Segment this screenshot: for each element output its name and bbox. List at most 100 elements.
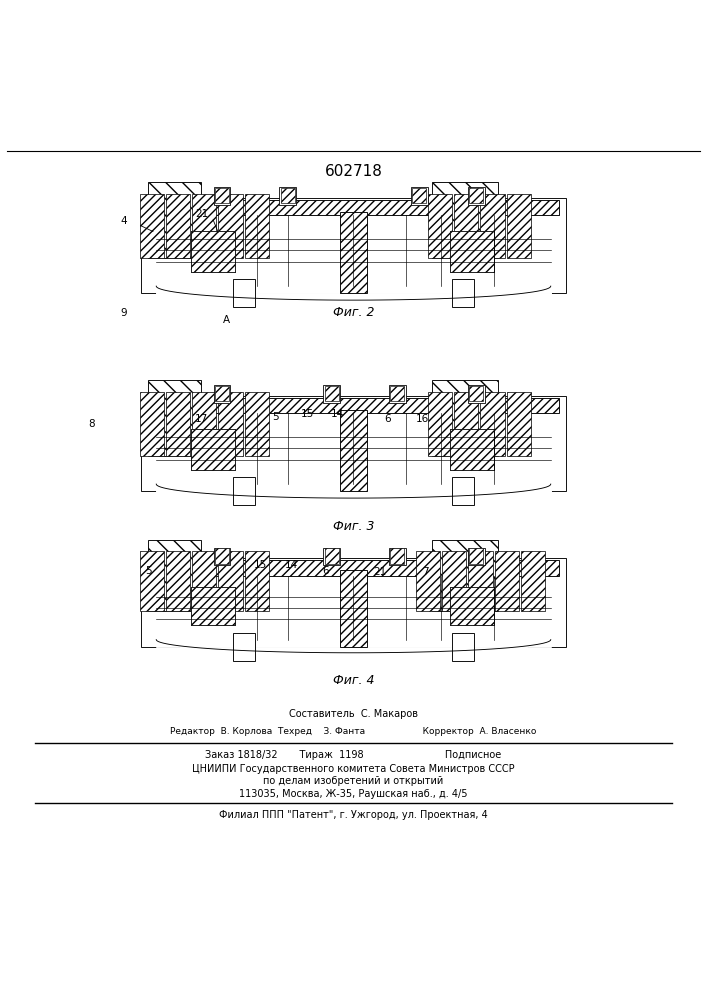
Bar [442,551,467,611]
Bar [452,279,474,307]
Bar [215,386,229,401]
Bar [390,548,404,564]
Bar [233,477,255,505]
Bar [148,182,201,258]
Bar [450,429,493,470]
Bar [452,633,474,661]
Bar [323,548,340,565]
Bar [433,540,498,611]
Text: Филиал ППП "Патент", г. Ужгород, ул. Проектная, 4: Филиал ППП "Патент", г. Ужгород, ул. Про… [219,810,488,820]
Bar [148,560,559,576]
Bar [233,279,255,307]
Bar [389,548,406,565]
Bar [218,392,243,456]
Text: 14: 14 [331,409,344,419]
Bar [469,386,484,401]
Bar [468,385,485,403]
Bar [218,194,243,258]
Bar [140,194,164,258]
Bar [433,182,498,258]
Bar [233,633,255,661]
Bar [214,187,230,205]
Bar [214,385,230,403]
Bar [140,392,164,456]
Bar [192,551,216,611]
Bar [323,385,340,403]
Text: Фиг. 4: Фиг. 4 [333,674,374,687]
Bar [469,548,484,564]
Text: Составитель  С. Макаров: Составитель С. Макаров [289,709,418,719]
Text: Редактор  В. Корлова  Техред    З. Фанта                    Корректор  А. Власен: Редактор В. Корлова Техред З. Фанта Корр… [170,727,537,736]
Bar [215,548,229,564]
Bar [452,477,474,505]
Bar [340,212,367,293]
Bar [192,194,216,258]
Bar [450,231,493,272]
Bar [192,429,235,470]
Bar [141,198,566,293]
Bar [214,548,230,565]
Bar [166,551,190,611]
Text: по делам изобретений и открытий: по делам изобретений и открытий [264,776,443,786]
Bar [192,231,235,272]
Text: 8: 8 [88,419,95,429]
Bar [192,392,216,456]
Bar [428,392,452,456]
Bar [450,429,493,470]
Bar [412,188,426,203]
Text: 9: 9 [120,308,127,318]
Bar [192,231,235,272]
Bar [192,587,235,625]
Text: 15: 15 [301,409,314,419]
Bar [245,194,269,258]
Text: 17: 17 [195,414,208,424]
Text: 21: 21 [374,567,387,577]
Bar [428,194,452,258]
Bar [166,194,190,258]
Bar [215,188,229,203]
Bar [495,551,519,611]
Bar [340,410,367,491]
Bar [245,392,269,456]
Bar [245,551,269,611]
Bar [325,386,339,401]
Bar [469,551,493,611]
Bar [148,380,201,456]
Bar [325,548,339,564]
Bar [141,396,566,491]
Bar [433,380,498,456]
Bar [507,392,531,456]
Bar [390,386,404,401]
Text: 15: 15 [254,560,267,570]
Bar [140,551,164,611]
Text: 7: 7 [422,567,429,577]
Bar [148,200,559,215]
Text: Фиг. 3: Фиг. 3 [333,520,374,533]
Bar [450,231,493,272]
Text: 16: 16 [416,414,429,424]
Bar [450,587,493,625]
Bar [468,548,485,565]
Bar [340,570,367,647]
Bar [454,194,479,258]
Text: 4: 4 [120,216,127,226]
Bar [469,188,484,203]
Bar [218,551,243,611]
Text: A: A [223,315,230,325]
Text: 6: 6 [322,566,329,576]
Text: Фиг. 2: Фиг. 2 [333,306,374,319]
Bar [148,398,559,413]
Bar [166,392,190,456]
Bar [416,551,440,611]
Bar [411,187,428,205]
Text: Заказ 1818/32       Тираж  1198                          Подписное: Заказ 1818/32 Тираж 1198 Подписное [205,750,502,760]
Bar [450,587,493,625]
Text: 21: 21 [195,209,208,219]
Bar [281,188,295,203]
Text: 5: 5 [145,566,152,576]
Text: 5: 5 [272,412,279,422]
Bar [141,558,566,647]
Text: 602718: 602718 [325,164,382,179]
Bar [507,194,531,258]
Text: 14: 14 [285,560,298,570]
